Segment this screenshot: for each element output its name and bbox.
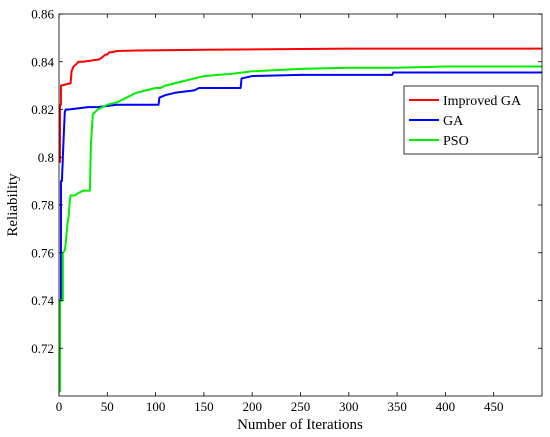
- y-tick-label: 0.74: [31, 293, 54, 308]
- x-tick-label: 200: [242, 399, 262, 414]
- y-tick-label: 0.8: [38, 150, 54, 165]
- x-tick-label: 350: [387, 399, 407, 414]
- x-tick-label: 150: [194, 399, 214, 414]
- legend-label: Improved GA: [443, 94, 522, 109]
- y-tick-label: 0.82: [31, 102, 54, 117]
- x-tick-label: 400: [436, 399, 456, 414]
- y-tick-label: 0.76: [31, 245, 54, 260]
- y-axis-label: Reliability: [5, 173, 21, 237]
- plot-lines: [58, 47, 542, 393]
- x-tick-label: 100: [146, 399, 166, 414]
- x-tick-label: 0: [56, 399, 63, 414]
- legend-label: GA: [443, 114, 464, 129]
- series-line-improved-ga: [58, 47, 542, 164]
- x-axis-label: Number of Iterations: [237, 417, 363, 433]
- x-axis: 0 50 100 150 200 250 300 350 400 450: [56, 14, 504, 414]
- x-tick-label: 50: [101, 399, 114, 414]
- x-tick-label: 450: [484, 399, 504, 414]
- y-tick-label: 0.72: [31, 341, 54, 356]
- y-axis: 0.72 0.74 0.76 0.78 0.8 0.82 0.84 0.86: [31, 7, 542, 356]
- y-tick-label: 0.78: [31, 198, 54, 213]
- y-tick-label: 0.86: [31, 7, 54, 22]
- x-tick-label: 250: [291, 399, 311, 414]
- y-tick-label: 0.84: [31, 54, 54, 69]
- x-tick-label: 300: [339, 399, 359, 414]
- legend: Improved GA GA PSO: [403, 85, 539, 155]
- legend-label: PSO: [443, 134, 469, 149]
- series-line-ga: [58, 71, 542, 350]
- series-line-pso: [58, 65, 542, 393]
